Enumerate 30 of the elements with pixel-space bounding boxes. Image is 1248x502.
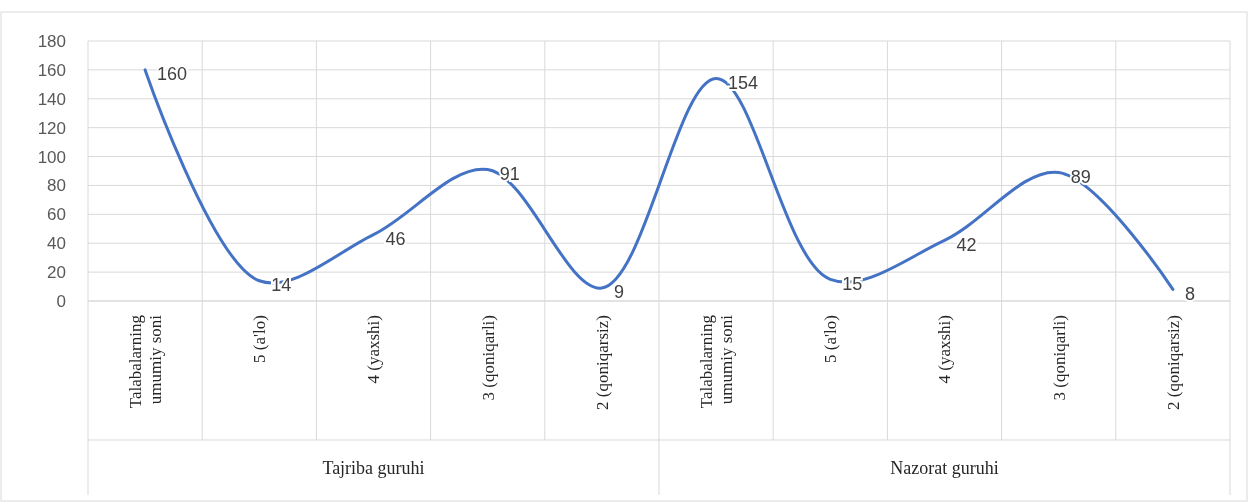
- y-tick-label: 180: [37, 31, 66, 51]
- data-label: 89: [1070, 166, 1091, 187]
- y-tick-label: 40: [47, 234, 66, 254]
- text: Nazorat guruhi: [890, 458, 999, 478]
- x-tick-label: 4 (yaxshi): [935, 315, 955, 384]
- y-tick-label: 100: [37, 147, 66, 167]
- data-label: 46: [385, 228, 406, 249]
- x-tick-label: 2 (qoniqarsiz): [1163, 315, 1183, 410]
- data-label: 9: [613, 282, 624, 303]
- data-label: 160: [157, 64, 188, 85]
- y-tick-label: 0: [56, 291, 66, 311]
- x-tick-label: Talabalarning umumiy soni: [126, 314, 165, 409]
- x-tick-label: Talabalarning umumiy soni: [697, 314, 736, 409]
- data-label: 42: [956, 234, 977, 255]
- y-tick-label: 60: [47, 205, 66, 225]
- y-tick-label: 80: [47, 176, 66, 196]
- y-tick-label: 160: [37, 60, 66, 80]
- data-label: 154: [728, 72, 759, 93]
- y-tick-label: 20: [47, 263, 66, 283]
- x-tick-label: 2 (qoniqarsiz): [592, 315, 612, 410]
- text: Tajriba guruhi: [322, 458, 425, 478]
- y-tick-label: 140: [37, 89, 66, 109]
- x-tick-label: 3 (qoniqarli): [1049, 315, 1069, 401]
- x-tick-label: 5 (a'lo): [250, 315, 270, 363]
- y-tick-label: 120: [37, 118, 66, 138]
- x-tick-label: 5 (a'lo): [821, 315, 841, 363]
- data-label: 91: [499, 163, 520, 184]
- x-tick-label: 4 (yaxshi): [364, 315, 384, 384]
- x-tick-label: 3 (qoniqarli): [478, 315, 498, 401]
- data-label: 8: [1184, 283, 1195, 304]
